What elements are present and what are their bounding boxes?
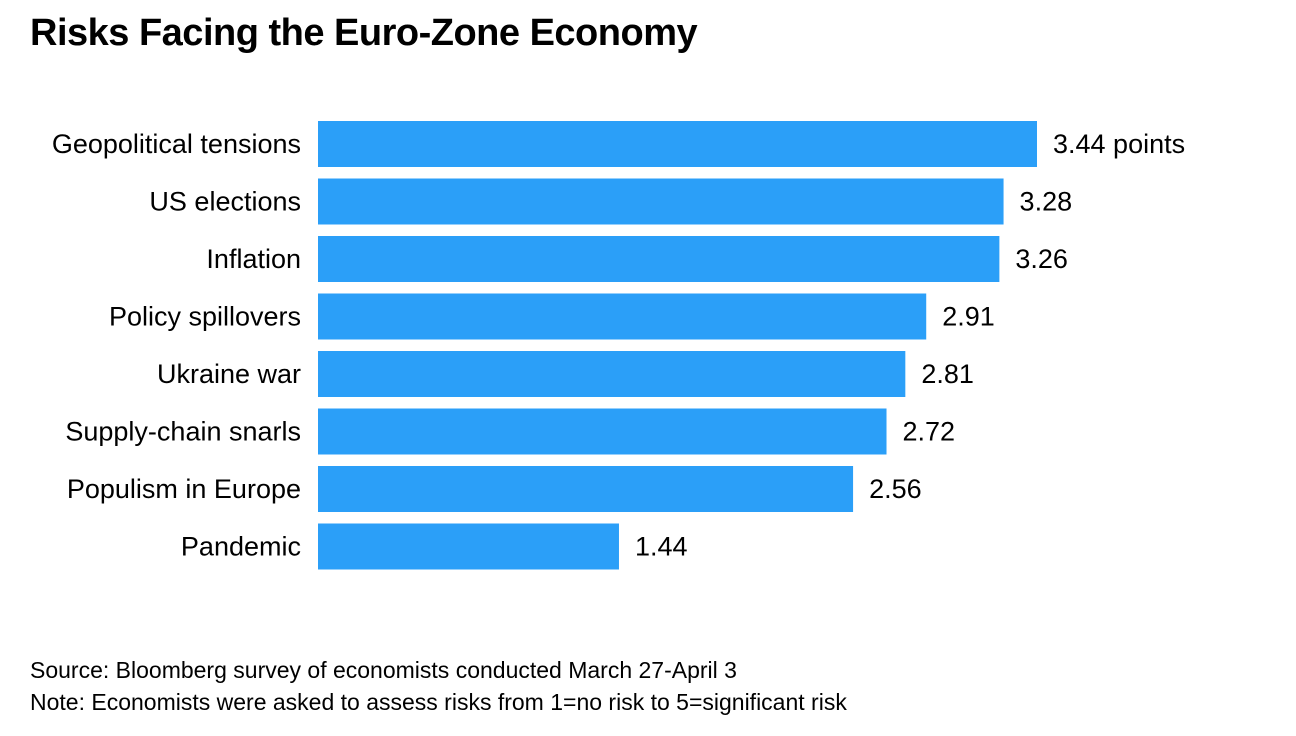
value-label: 2.56 (869, 474, 922, 504)
bar (318, 466, 854, 512)
value-label: 3.44 points (1053, 129, 1185, 159)
bar (318, 351, 906, 397)
category-label: Populism in Europe (67, 474, 301, 504)
category-label: Inflation (206, 244, 301, 274)
bar (318, 523, 619, 570)
category-label: Geopolitical tensions (52, 129, 301, 159)
category-label: Supply-chain snarls (65, 417, 301, 447)
category-label: US elections (149, 187, 301, 217)
source-note: Source: Bloomberg survey of economists c… (30, 657, 737, 683)
category-label: Pandemic (181, 532, 301, 562)
bar (318, 178, 1004, 225)
value-label: 3.28 (1020, 187, 1073, 217)
chart-title: Risks Facing the Euro-Zone Economy (30, 12, 698, 54)
bar (318, 293, 927, 340)
value-label: 1.44 (635, 532, 688, 562)
value-label: 2.81 (921, 359, 974, 389)
value-label: 3.26 (1015, 244, 1068, 274)
bar (318, 121, 1037, 167)
bar (318, 408, 887, 455)
bar (318, 236, 1000, 282)
bar-chart: Geopolitical tensions 3.44 points US elect… (52, 121, 1185, 570)
category-label: Ukraine war (157, 359, 301, 389)
value-label: 2.91 (942, 302, 995, 332)
category-label: Policy spillovers (109, 302, 301, 332)
value-label: 2.72 (903, 417, 956, 447)
methodology-note: Note: Economists were asked to assess ri… (30, 689, 847, 715)
